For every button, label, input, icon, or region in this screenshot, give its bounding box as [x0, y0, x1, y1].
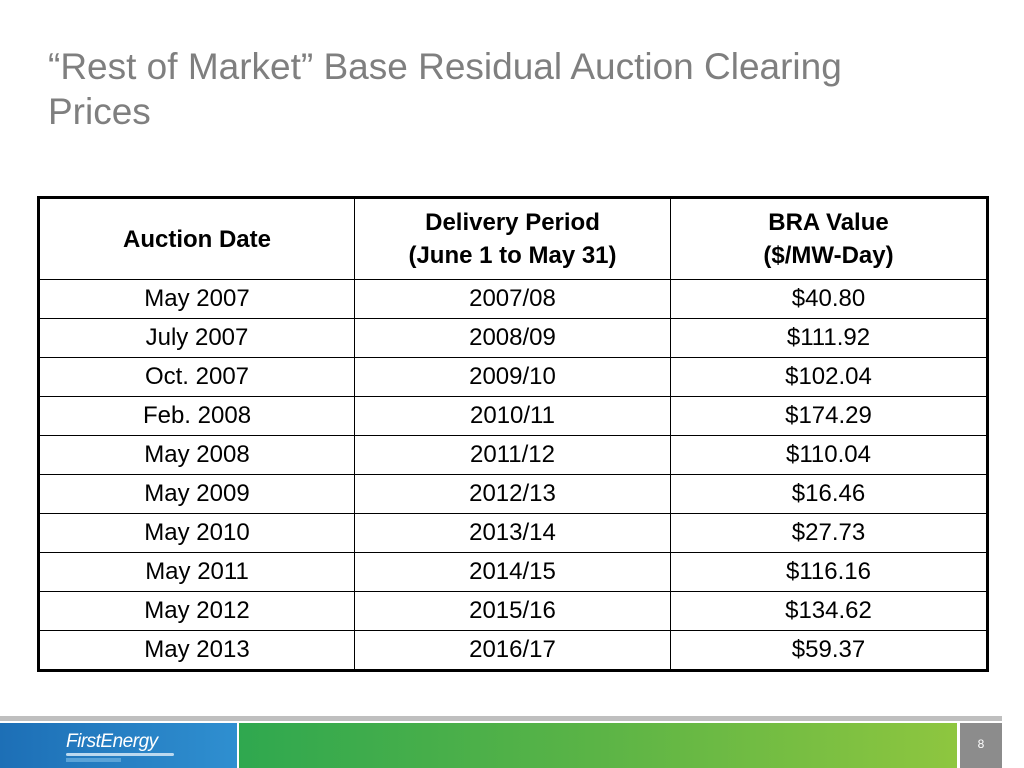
table-header-row: Auction Date Delivery Period (June 1 to … — [38, 197, 988, 280]
cell-bra-value: $59.37 — [670, 630, 988, 671]
cell-bra-value: $116.16 — [670, 552, 988, 592]
cell-bra-value: $40.80 — [670, 279, 988, 319]
cell-bra-value: $16.46 — [670, 474, 988, 514]
slide-title-line-1: “Rest of Market” Base Residual Auction C… — [48, 46, 842, 87]
logo-subtitle-mark — [66, 758, 121, 762]
cell-auction-date: May 2012 — [38, 591, 355, 631]
cell-auction-date: Feb. 2008 — [38, 396, 355, 436]
table-row: July 2007 2008/09 $111.92 — [38, 318, 988, 358]
cell-auction-date: July 2007 — [38, 318, 355, 358]
table-row: May 2010 2013/14 $27.73 — [38, 513, 988, 553]
cell-delivery-period: 2010/11 — [354, 396, 671, 436]
cell-delivery-period: 2013/14 — [354, 513, 671, 553]
cell-bra-value: $110.04 — [670, 435, 988, 475]
logo-text: FirstEnergy — [66, 731, 158, 752]
header-subline: (June 1 to May 31) — [408, 242, 617, 269]
slide-title-line-2: Prices — [48, 91, 151, 132]
cell-auction-date: May 2009 — [38, 474, 355, 514]
header-line: Delivery Period — [425, 209, 600, 236]
cell-auction-date: May 2008 — [38, 435, 355, 475]
footer-bar: FirstEnergy 8 — [0, 723, 1024, 768]
cell-bra-value: $27.73 — [670, 513, 988, 553]
header-line: BRA Value — [768, 209, 889, 236]
cell-bra-value: $134.62 — [670, 591, 988, 631]
cell-auction-date: May 2007 — [38, 279, 355, 319]
table-row: May 2009 2012/13 $16.46 — [38, 474, 988, 514]
header-delivery-period: Delivery Period (June 1 to May 31) — [354, 197, 671, 280]
footer-divider — [0, 716, 1002, 721]
table-row: Oct. 2007 2009/10 $102.04 — [38, 357, 988, 397]
cell-delivery-period: 2016/17 — [354, 630, 671, 671]
table-row: May 2008 2011/12 $110.04 — [38, 435, 988, 475]
firstenergy-logo: FirstEnergy — [0, 723, 237, 768]
header-subline: ($/MW-Day) — [763, 242, 894, 269]
footer-green-band — [239, 723, 957, 768]
table-row: May 2012 2015/16 $134.62 — [38, 591, 988, 631]
cell-bra-value: $174.29 — [670, 396, 988, 436]
table-row: Feb. 2008 2010/11 $174.29 — [38, 396, 988, 436]
cell-auction-date: Oct. 2007 — [38, 357, 355, 397]
bra-clearing-prices-table: Auction Date Delivery Period (June 1 to … — [37, 196, 989, 672]
cell-delivery-period: 2011/12 — [354, 435, 671, 475]
cell-auction-date: May 2011 — [38, 552, 355, 592]
cell-delivery-period: 2009/10 — [354, 357, 671, 397]
cell-auction-date: May 2010 — [38, 513, 355, 553]
page-number-box: 8 — [960, 723, 1002, 768]
cell-delivery-period: 2015/16 — [354, 591, 671, 631]
cell-bra-value: $111.92 — [670, 318, 988, 358]
table-row: May 2013 2016/17 $59.37 — [38, 630, 988, 671]
cell-auction-date: May 2013 — [38, 630, 355, 671]
cell-delivery-period: 2014/15 — [354, 552, 671, 592]
header-bra-value: BRA Value ($/MW-Day) — [670, 197, 988, 280]
logo-swoosh-icon — [66, 753, 174, 756]
cell-delivery-period: 2012/13 — [354, 474, 671, 514]
cell-bra-value: $102.04 — [670, 357, 988, 397]
header-line: Auction Date — [122, 225, 271, 253]
header-auction-date: Auction Date — [38, 197, 355, 280]
page-number: 8 — [977, 737, 985, 751]
slide-title: “Rest of Market” Base Residual Auction C… — [48, 44, 948, 134]
cell-delivery-period: 2007/08 — [354, 279, 671, 319]
table-row: May 2011 2014/15 $116.16 — [38, 552, 988, 592]
table-row: May 2007 2007/08 $40.80 — [38, 279, 988, 319]
table-body: May 2007 2007/08 $40.80 July 2007 2008/09 $11… — [38, 279, 988, 671]
cell-delivery-period: 2008/09 — [354, 318, 671, 358]
